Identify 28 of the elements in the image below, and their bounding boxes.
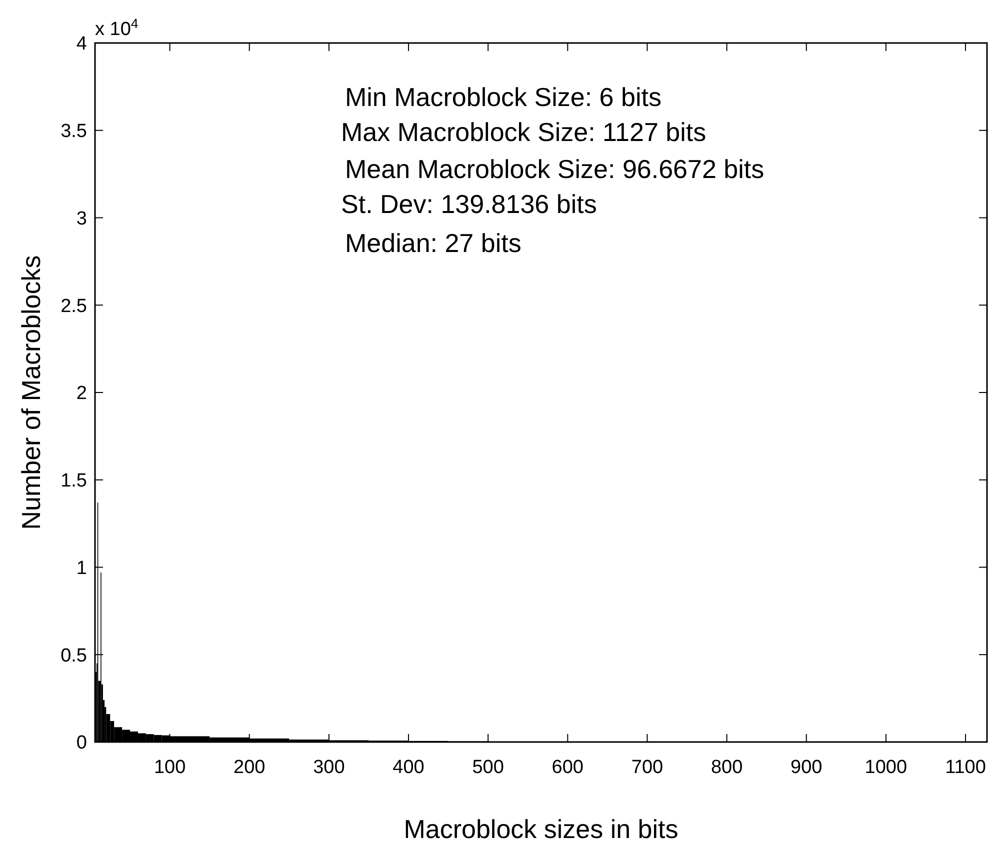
x-tick-label: 400 <box>392 757 424 778</box>
x-axis-title: Macroblock sizes in bits <box>404 814 678 844</box>
annotation: Min Macroblock Size: 6 bits <box>345 82 662 112</box>
y-tick-label: 0 <box>76 732 87 754</box>
annotation: Mean Macroblock Size: 96.6672 bits <box>345 154 764 184</box>
y-tick-label: 2.5 <box>60 296 87 317</box>
x-tick-label: 1000 <box>864 757 908 778</box>
y-tick-label: 1 <box>76 558 87 579</box>
annotation: St. Dev: 139.8136 bits <box>341 189 597 219</box>
annotation: Median: 27 bits <box>345 228 522 258</box>
y-tick-label: 1.5 <box>60 470 87 492</box>
y-tick-label: 0.5 <box>60 645 87 666</box>
x-tick-label: 600 <box>552 757 584 778</box>
annotation: Max Macroblock Size: 1127 bits <box>341 117 706 147</box>
text: x 10$^{4}$ <box>95 16 138 40</box>
y-tick-label: 3 <box>76 208 87 230</box>
y-tick-label: 4 <box>76 34 88 55</box>
x-tick-label: 200 <box>234 757 266 778</box>
x-tick-label: 500 <box>472 757 504 778</box>
y-axis-title: Number of Macroblocks <box>16 255 46 530</box>
x-tick-label: 1100 <box>945 757 986 778</box>
y-tick-label: 2 <box>76 383 87 404</box>
x-tick-label: 900 <box>790 757 822 778</box>
x-tick-label: 100 <box>154 757 186 778</box>
x-tick-label: 800 <box>710 757 743 778</box>
x-tick-label: 300 <box>313 757 345 778</box>
x-tick-label: 700 <box>631 757 664 778</box>
y-tick-label: 3.5 <box>60 121 87 142</box>
